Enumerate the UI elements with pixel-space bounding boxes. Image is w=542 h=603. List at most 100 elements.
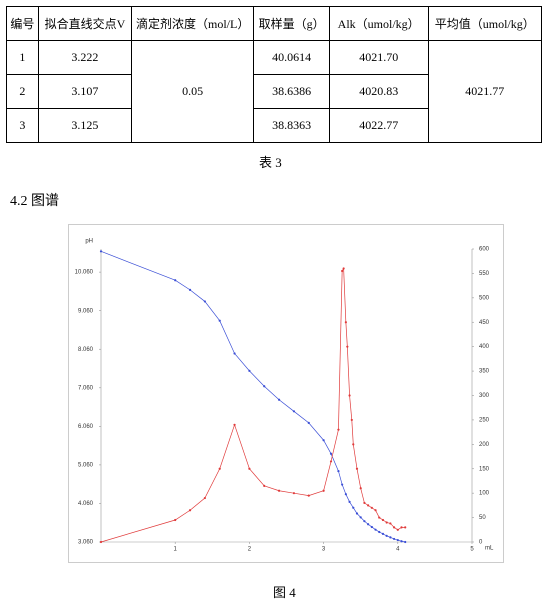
header-cell: 编号 bbox=[6, 6, 39, 41]
x-tick-label: 2 bbox=[248, 547, 252, 553]
data-point bbox=[404, 540, 407, 544]
data-point bbox=[174, 518, 177, 522]
header-cell: Alk（umol/kg） bbox=[328, 6, 429, 41]
data-point bbox=[263, 385, 266, 388]
data-point bbox=[292, 492, 296, 495]
data-point bbox=[359, 487, 362, 490]
data-point bbox=[352, 443, 355, 446]
section-title: 4.2 图谱 bbox=[10, 194, 59, 209]
data-point bbox=[367, 523, 370, 526]
data-point bbox=[203, 496, 206, 500]
data-point bbox=[218, 319, 221, 322]
y2-tick-label: 200 bbox=[479, 442, 490, 448]
data-point bbox=[188, 288, 192, 291]
data-point bbox=[329, 460, 333, 463]
figure-caption: 图 4 bbox=[273, 585, 296, 600]
y2-tick-label: 600 bbox=[479, 247, 490, 253]
y2-tick-label: 150 bbox=[479, 466, 490, 472]
series-line bbox=[100, 267, 406, 543]
table-cell: 3 bbox=[6, 108, 39, 143]
data-point bbox=[344, 321, 347, 324]
data-point bbox=[346, 345, 349, 348]
data-point bbox=[233, 352, 236, 355]
data-point bbox=[344, 493, 347, 496]
table-cell: 2 bbox=[6, 74, 39, 109]
table-cell: 0.05 bbox=[131, 40, 255, 143]
data-point bbox=[348, 500, 351, 504]
data-point bbox=[359, 516, 362, 519]
data-point bbox=[350, 418, 353, 422]
table-cell: 40.0614 bbox=[253, 40, 330, 75]
data-point bbox=[248, 467, 251, 470]
data-point bbox=[367, 504, 370, 507]
table-cell: 38.6386 bbox=[253, 74, 330, 109]
y2-tick-label: 350 bbox=[479, 369, 490, 375]
data-point bbox=[248, 369, 251, 372]
y-tick-label: 4.060 bbox=[78, 501, 94, 507]
x-tick-label: 5 bbox=[470, 547, 474, 553]
data-point bbox=[174, 279, 177, 282]
y-tick-label: 9.060 bbox=[78, 308, 94, 314]
header-cell: 平均值（umol/kg） bbox=[427, 6, 542, 41]
y2-tick-label: 400 bbox=[479, 344, 490, 350]
table-cell: 4022.77 bbox=[328, 108, 429, 143]
table-row: 3 3.125 38.8363 4022.77 bbox=[6, 108, 542, 143]
x-tick-label: 3 bbox=[322, 547, 326, 553]
data-point bbox=[370, 506, 373, 509]
data-point bbox=[363, 520, 366, 523]
x-tick-label: 1 bbox=[174, 547, 178, 553]
table-cell: 3.125 bbox=[37, 108, 133, 143]
y-tick-label: 7.060 bbox=[78, 385, 94, 391]
y2-tick-label: 550 bbox=[479, 271, 490, 277]
table-cell: 38.8363 bbox=[253, 108, 330, 143]
y2-tick-label: 450 bbox=[479, 320, 490, 326]
data-point bbox=[337, 469, 340, 473]
table-row: 1 3.222 0.05 40.0614 4021.70 4021.77 bbox=[6, 40, 542, 143]
data-point bbox=[348, 394, 351, 397]
table-cell: 1 bbox=[6, 40, 39, 75]
data-point bbox=[355, 512, 359, 515]
y2-tick-label: 100 bbox=[479, 491, 490, 497]
data-point bbox=[307, 421, 310, 424]
data-point bbox=[396, 538, 399, 542]
data-point bbox=[99, 540, 103, 544]
data-point bbox=[381, 532, 385, 536]
data-point bbox=[378, 516, 381, 519]
data-point bbox=[363, 501, 366, 505]
data-point bbox=[374, 509, 377, 512]
y-tick-label: 5.060 bbox=[78, 462, 94, 468]
y2-tick-label: 250 bbox=[479, 417, 490, 423]
table-cell: 4021.77 bbox=[427, 40, 542, 143]
data-point bbox=[389, 536, 392, 539]
chart: pH mL 3.060 4.060 5.060 6.060 7.060 8.060 9.06… bbox=[68, 224, 504, 563]
data-point bbox=[307, 494, 310, 497]
y-axis-label: pH bbox=[85, 239, 93, 245]
data-point bbox=[389, 522, 392, 525]
data-point bbox=[404, 526, 407, 529]
data-point bbox=[188, 509, 192, 512]
table-cell: 4021.70 bbox=[328, 40, 429, 75]
data-point bbox=[396, 528, 399, 531]
data-point bbox=[292, 410, 296, 413]
data-point bbox=[233, 423, 236, 426]
table-cell: 4020.83 bbox=[328, 74, 429, 109]
series-line bbox=[100, 250, 406, 543]
data-point bbox=[400, 540, 403, 543]
y-tick-label: 3.060 bbox=[78, 540, 94, 546]
data-point bbox=[277, 489, 281, 492]
table-cell: 3.222 bbox=[37, 40, 133, 75]
data-point bbox=[342, 267, 345, 270]
y2-tick-label: 50 bbox=[479, 515, 486, 521]
header-row: 编号 拟合直线交点V 滴定剂浓度（mol/L） 取样量（g） Alk（umol/kg）平… bbox=[6, 6, 542, 41]
y-tick-label: 8.060 bbox=[78, 347, 94, 353]
data-point bbox=[392, 537, 396, 541]
x-axis-label: mL bbox=[485, 546, 494, 552]
data-point bbox=[385, 521, 388, 524]
data-point bbox=[322, 439, 325, 442]
data-point bbox=[263, 484, 266, 487]
data-point bbox=[355, 467, 359, 470]
data-point bbox=[381, 518, 385, 522]
data-point bbox=[277, 398, 281, 401]
header-cell: 拟合直线交点V bbox=[37, 6, 133, 41]
